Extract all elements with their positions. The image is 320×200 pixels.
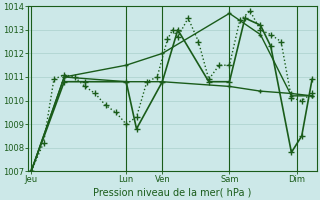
X-axis label: Pression niveau de la mer( hPa ): Pression niveau de la mer( hPa )	[93, 187, 252, 197]
